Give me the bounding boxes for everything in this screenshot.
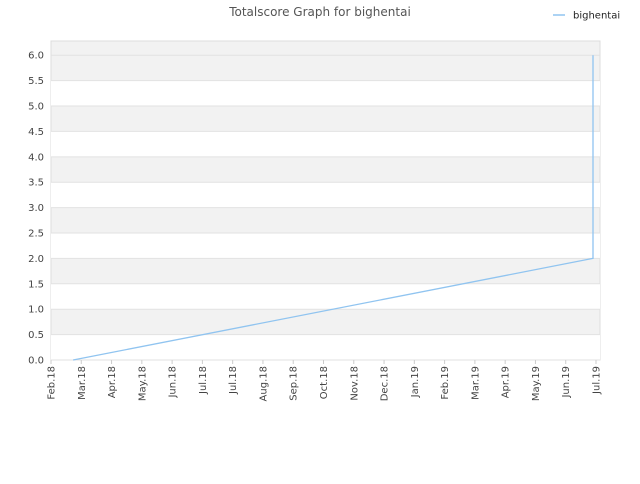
grid-band: [51, 233, 600, 259]
y-tick-label: 4.0: [28, 152, 44, 163]
x-tick-label: Apr.18: [107, 366, 118, 398]
x-tick-label: Jun.19: [561, 366, 572, 399]
y-tick-label: 1.0: [28, 305, 44, 316]
x-tick-label: Oct.18: [319, 366, 330, 399]
x-tick-label: Mar.18: [77, 366, 88, 400]
x-tick-label: Sep.18: [289, 366, 300, 401]
x-tick-label: May.19: [531, 366, 542, 401]
x-tick-label: Feb.18: [47, 366, 58, 400]
y-tick-label: 3.5: [28, 178, 44, 189]
x-tick-label: Aug.18: [258, 366, 269, 401]
grid-band: [51, 80, 600, 107]
y-tick-label: 2.5: [28, 229, 44, 240]
y-tick-label: 2.0: [28, 254, 44, 265]
x-tick-label: Jan.19: [410, 366, 421, 398]
y-tick-label: 0.0: [28, 356, 44, 367]
y-tick-label: 4.5: [28, 127, 44, 138]
y-tick-label: 3.0: [28, 203, 44, 214]
x-tick-label: Dec.18: [380, 366, 391, 401]
grid-band: [51, 283, 600, 310]
y-tick-label: 5.5: [28, 76, 44, 87]
grid-band: [51, 334, 600, 360]
x-tick-label: May.18: [137, 366, 148, 401]
y-tick-label: 0.5: [28, 330, 44, 341]
x-tick-label: Apr.19: [501, 366, 512, 398]
y-tick-label: 5.0: [28, 102, 44, 113]
y-tick-label: 1.5: [28, 279, 44, 290]
series-line: [72, 55, 594, 361]
y-tick-label: 6.0: [28, 51, 44, 62]
x-tick-label: Mar.19: [470, 366, 481, 400]
chart-title: Totalscore Graph for bighentai: [228, 5, 411, 19]
x-tick-label: Nov.18: [349, 366, 360, 401]
x-tick-label: Jun.18: [168, 366, 179, 399]
x-tick-label: Jul.18: [198, 366, 209, 395]
grid-band: [51, 131, 600, 157]
legend-label: bighentai: [573, 11, 620, 22]
x-tick-label: Jul.19: [592, 366, 603, 395]
x-tick-label: Jul.18: [228, 366, 239, 395]
x-tick-label: Feb.19: [440, 366, 451, 400]
grid-band: [51, 182, 600, 208]
